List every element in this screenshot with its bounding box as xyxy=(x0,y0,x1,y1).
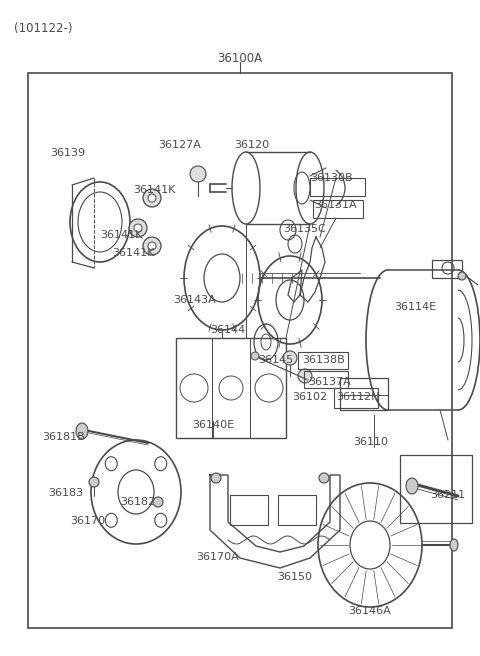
Bar xyxy=(310,178,365,196)
Text: 36141K: 36141K xyxy=(112,248,155,258)
Bar xyxy=(278,495,316,525)
Text: 36211: 36211 xyxy=(430,490,465,500)
Text: 36138B: 36138B xyxy=(302,355,345,365)
Text: 36144: 36144 xyxy=(210,325,245,335)
Bar xyxy=(400,455,472,523)
Ellipse shape xyxy=(298,369,312,383)
Ellipse shape xyxy=(450,539,458,551)
Ellipse shape xyxy=(143,237,161,255)
Text: 36135C: 36135C xyxy=(283,224,326,234)
Text: 36140E: 36140E xyxy=(192,420,234,430)
Ellipse shape xyxy=(458,272,466,280)
Ellipse shape xyxy=(153,497,163,507)
Text: 36145: 36145 xyxy=(258,355,293,365)
Text: 36181B: 36181B xyxy=(42,432,85,442)
Text: 36114E: 36114E xyxy=(394,302,436,312)
Text: 36112H: 36112H xyxy=(336,392,380,402)
Bar xyxy=(313,200,363,218)
Text: 36100A: 36100A xyxy=(217,52,263,65)
Bar xyxy=(28,73,452,628)
Text: 36183: 36183 xyxy=(48,488,83,498)
Text: 36150: 36150 xyxy=(277,572,312,582)
Ellipse shape xyxy=(76,423,88,439)
Text: 36141K: 36141K xyxy=(100,230,143,240)
Text: 36130B: 36130B xyxy=(310,173,353,183)
Text: 36131A: 36131A xyxy=(314,200,357,210)
Text: 36110: 36110 xyxy=(353,437,388,447)
Ellipse shape xyxy=(148,194,156,202)
Bar xyxy=(176,338,286,438)
Ellipse shape xyxy=(89,477,99,487)
Ellipse shape xyxy=(319,473,329,483)
Text: 36141K: 36141K xyxy=(133,185,175,195)
Ellipse shape xyxy=(143,189,161,207)
Bar xyxy=(340,378,388,410)
Ellipse shape xyxy=(211,473,221,483)
Text: 36120: 36120 xyxy=(234,140,269,150)
Text: (101122-): (101122-) xyxy=(14,22,72,35)
Text: 36146A: 36146A xyxy=(348,606,391,616)
Ellipse shape xyxy=(190,166,206,182)
Text: 36139: 36139 xyxy=(50,148,85,158)
Ellipse shape xyxy=(406,478,418,494)
Ellipse shape xyxy=(251,352,259,360)
Bar xyxy=(304,371,348,388)
Ellipse shape xyxy=(283,351,297,365)
Bar xyxy=(432,260,462,278)
Bar xyxy=(230,495,268,525)
Bar xyxy=(298,352,348,369)
Text: 36143A: 36143A xyxy=(173,295,216,305)
Text: 36182: 36182 xyxy=(120,497,155,507)
Ellipse shape xyxy=(134,224,142,232)
Bar xyxy=(334,388,378,408)
Text: 36102: 36102 xyxy=(292,392,327,402)
Text: 36170A: 36170A xyxy=(196,552,239,562)
Text: 36170: 36170 xyxy=(70,516,105,526)
Ellipse shape xyxy=(148,242,156,250)
Text: 36137A: 36137A xyxy=(308,377,351,387)
Ellipse shape xyxy=(129,219,147,237)
Text: 36127A: 36127A xyxy=(158,140,201,150)
